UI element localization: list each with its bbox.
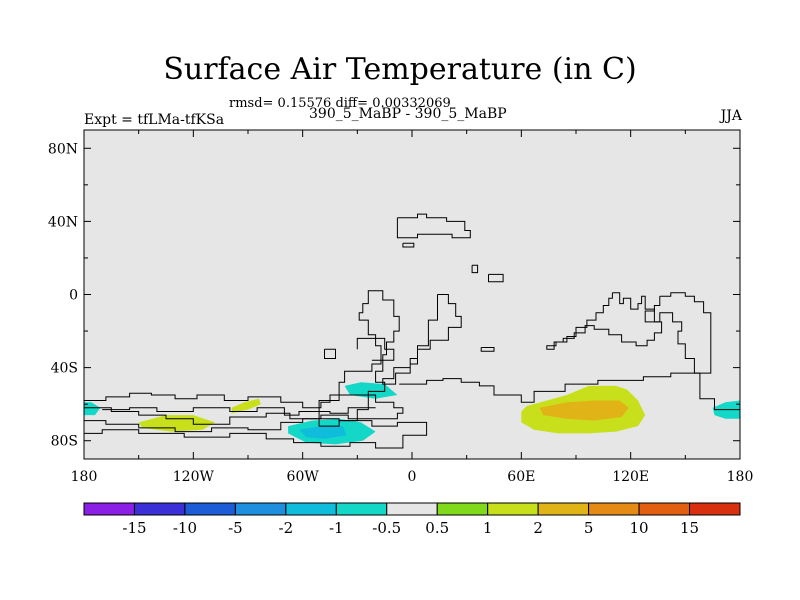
chart-title: Surface Air Temperature (in C) <box>163 52 637 87</box>
colorbar-label-15: 15 <box>680 519 699 537</box>
experiment-label: Expt = tfLMa-tfKSa <box>84 112 225 128</box>
y-tick-label-80n: 80N <box>48 141 78 157</box>
colorbar: -15 -10 -5 -2 -1 -0.5 0.5 1 2 5 10 15 <box>83 502 741 537</box>
colorbar-label-1: 1 <box>483 519 493 537</box>
colorbar-label-0-5: 0.5 <box>425 519 449 537</box>
colorbar-label-0-5: -0.5 <box>372 519 401 537</box>
coastline-africa-island <box>382 294 462 385</box>
colorbar-swatch-5 <box>335 502 388 516</box>
x-tick-label-60w: 60W <box>287 469 320 485</box>
coastline-northern-land <box>396 213 471 239</box>
colorbar-label-1: -1 <box>329 519 344 537</box>
colorbar-label-10: -10 <box>173 519 197 537</box>
y-tick-label-40n: 40N <box>48 214 78 230</box>
colorbar-swatch-11 <box>638 502 691 516</box>
colorbar-swatch-1 <box>133 502 186 516</box>
colorbar-swatch-7 <box>436 502 489 516</box>
colorbar-swatch-12 <box>689 502 741 516</box>
coastline-northern-islet <box>402 242 415 248</box>
coastline-west-arc <box>84 392 404 425</box>
y-tick-label-0: 0 <box>69 288 78 304</box>
colorbar-label-5: -5 <box>228 519 243 537</box>
coastline-south-america <box>318 290 400 427</box>
anomaly-south-60w-core <box>299 426 347 439</box>
coastline-mid-islet <box>480 347 495 352</box>
chart-subtitle: 390_5_MaBP - 390_5_MaBP <box>309 106 507 122</box>
colorbar-swatch-6 <box>386 502 438 516</box>
x-tick-label-180: 180 <box>727 469 754 485</box>
colorbar-label-2: -2 <box>279 519 294 537</box>
coastline-small-west-islet <box>324 348 336 359</box>
x-tick-label-60e: 60E <box>507 469 535 485</box>
anomaly-layer <box>84 382 740 445</box>
colorbar-swatch-0 <box>83 502 135 516</box>
y-tick-label-80s: 80S <box>51 434 78 450</box>
colorbar-swatch-10 <box>588 502 640 516</box>
axis-ticks: 180 120W 60W 0 60E 120E 180 80N 40N 0 40S 80S <box>48 130 753 485</box>
stats-line: rmsd= 0.15576 diff= 0.00332069 <box>229 96 451 111</box>
colorbar-swatch-3 <box>234 502 287 516</box>
colorbar-label-15: -15 <box>122 519 146 537</box>
colorbar-label-2: 2 <box>533 519 543 537</box>
colorbar-swatch-4 <box>285 502 337 516</box>
colorbar-swatch-8 <box>487 502 539 516</box>
y-tick-label-40s: 40S <box>51 361 78 377</box>
colorbar-label-5: 5 <box>584 519 594 537</box>
anomaly-west-100w <box>231 398 261 414</box>
x-tick-label-120w: 120W <box>173 469 215 485</box>
coastline-layer <box>84 213 740 449</box>
colorbar-swatch-2 <box>184 502 236 516</box>
x-tick-label-180: 180 <box>71 469 98 485</box>
coastline-mid-south-cross <box>356 337 395 361</box>
coastline-far-east-peninsula <box>644 292 712 374</box>
colorbar-swatch-9 <box>537 502 590 516</box>
x-tick-label-120e: 120E <box>612 469 649 485</box>
coastline-small-islet-a <box>471 264 479 274</box>
anomaly-east-60e-120e-core <box>539 400 629 421</box>
colorbar-label-10: 10 <box>630 519 649 537</box>
coastline-west-arc-inner <box>102 407 376 416</box>
x-tick-label-0: 0 <box>408 469 417 485</box>
coastline-east-long-coast <box>399 372 740 411</box>
coastline-antarctic-margin <box>84 418 428 449</box>
coastline-small-islet-b <box>488 273 504 283</box>
coastline-east-landmass <box>546 292 663 350</box>
season-label: JJA <box>720 108 742 124</box>
anomaly-west-edge-180 <box>84 402 101 416</box>
